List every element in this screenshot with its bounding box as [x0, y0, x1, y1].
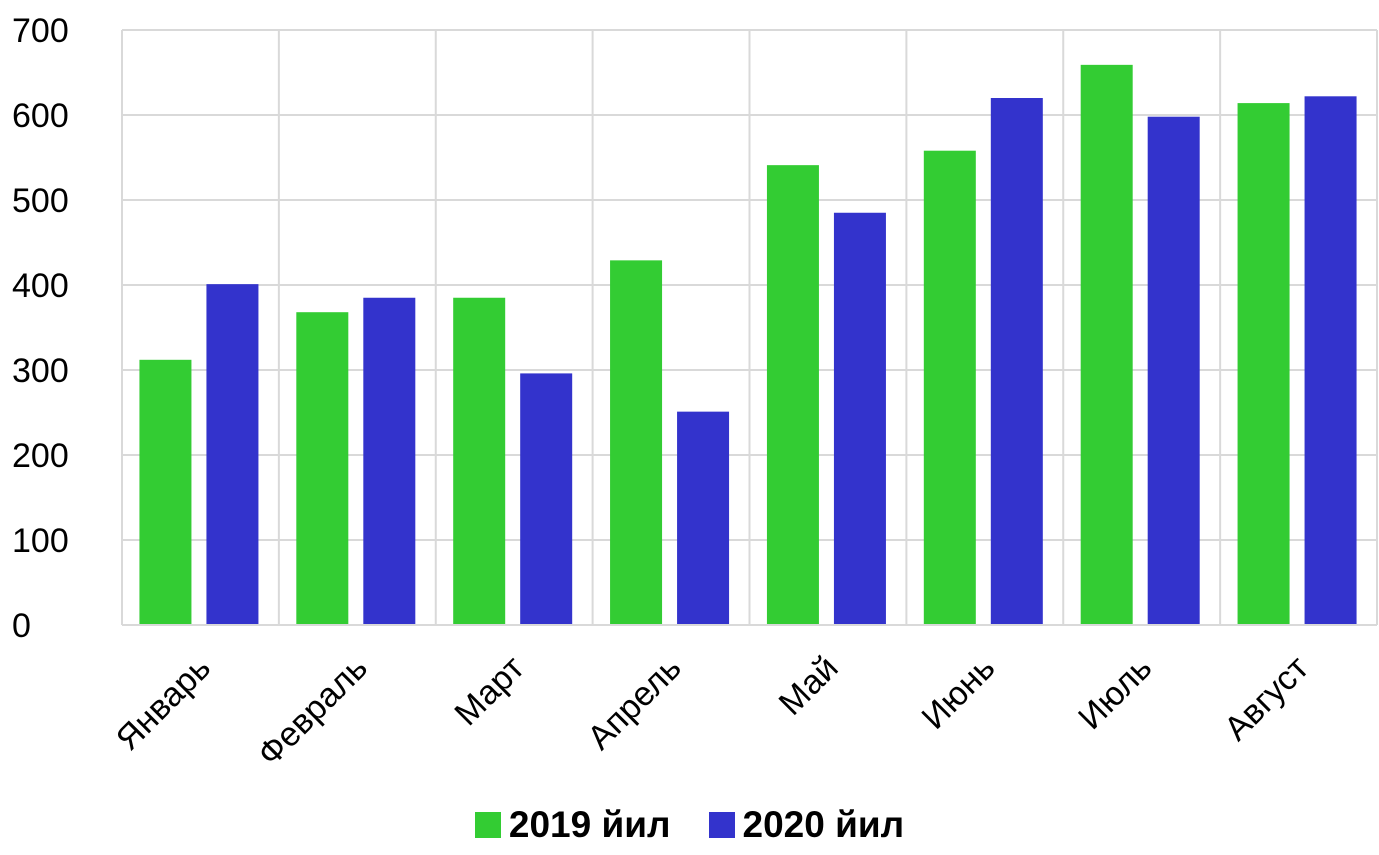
- y-tick-label: 400: [12, 267, 69, 305]
- legend-swatch-2020: [708, 811, 735, 838]
- bar-2019-7: [1237, 103, 1290, 626]
- legend-label-2019: 2019 йил: [508, 804, 671, 845]
- y-tick-label: 200: [12, 437, 69, 475]
- bar-2019-5: [923, 150, 976, 625]
- bar-2020-0: [206, 284, 259, 625]
- x-tick-label: Январь: [109, 649, 218, 758]
- y-tick-label: 300: [12, 352, 69, 390]
- x-tick-label: Февраль: [250, 649, 375, 774]
- bar-2020-1: [363, 297, 416, 625]
- y-tick-label: 700: [12, 12, 69, 50]
- bar-2020-5: [990, 98, 1043, 625]
- bar-2020-2: [520, 373, 573, 625]
- bar-2019-6: [1080, 64, 1133, 626]
- y-tick-label: 100: [12, 522, 69, 560]
- bar-2019-4: [766, 165, 819, 625]
- bar-2020-3: [677, 411, 730, 625]
- x-tick-label: Июль: [1071, 649, 1159, 737]
- bar-2019-3: [610, 260, 663, 625]
- legend: 2019 йил 2020 йил: [0, 806, 1379, 843]
- x-tick-label: Июнь: [914, 649, 1002, 737]
- bar-2020-4: [833, 212, 886, 625]
- bar-2019-0: [139, 359, 192, 625]
- x-tick-label: Август: [1217, 649, 1316, 748]
- y-tick-label: 0: [12, 607, 31, 645]
- x-tick-label: Май: [772, 649, 846, 723]
- bar-2019-1: [296, 312, 349, 625]
- y-tick-label: 500: [12, 182, 69, 220]
- x-tick-label: Март: [447, 649, 531, 733]
- legend-label-2020: 2020 йил: [742, 804, 905, 845]
- legend-item-2019: 2019 йил: [474, 804, 671, 845]
- bar-2020-6: [1147, 116, 1200, 625]
- bar-2019-2: [453, 297, 506, 625]
- bar-2020-7: [1304, 96, 1357, 626]
- y-tick-label: 600: [12, 97, 69, 135]
- legend-item-2020: 2020 йил: [708, 804, 905, 845]
- legend-swatch-2019: [474, 811, 501, 838]
- x-tick-label: Апрель: [580, 649, 688, 757]
